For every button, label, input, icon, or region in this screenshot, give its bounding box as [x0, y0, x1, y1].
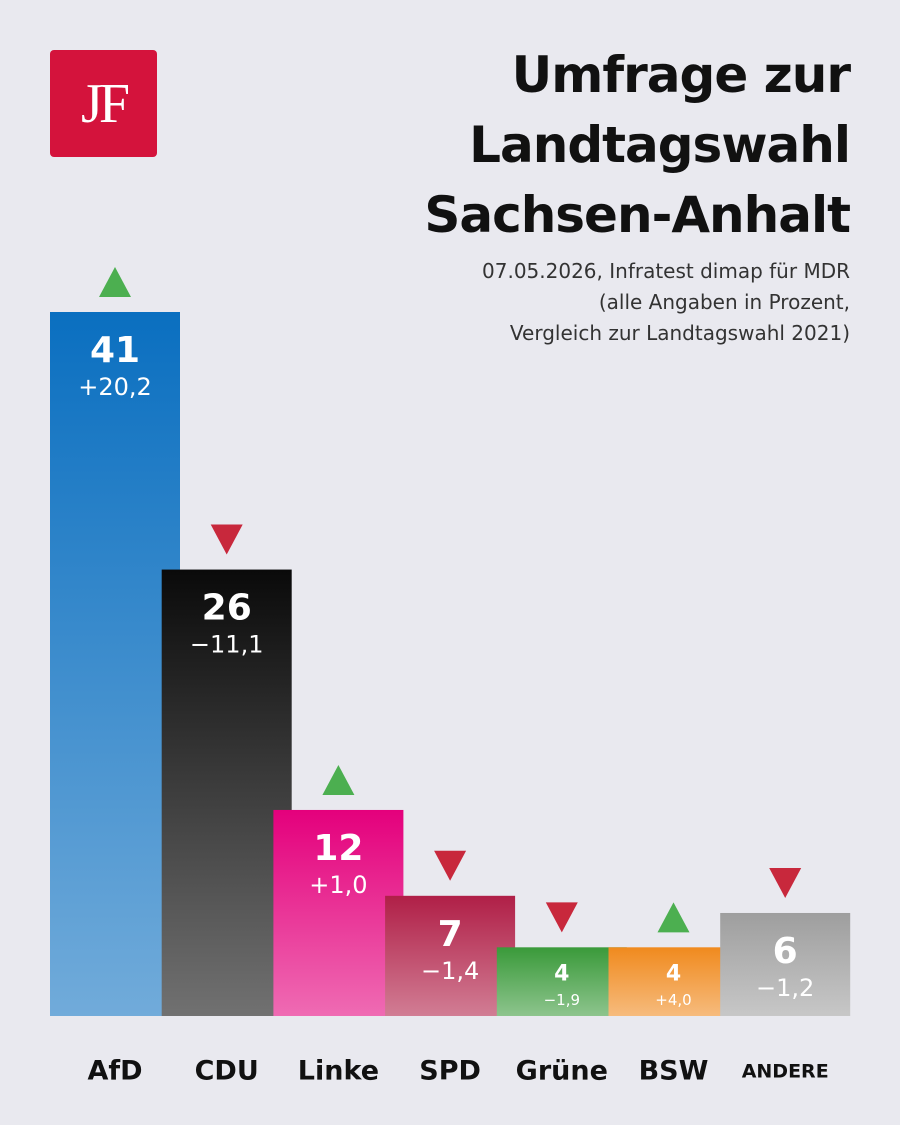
chart-title: Umfrage zur Landtagswahl Sachsen-Anhalt: [424, 46, 851, 244]
change-label: −11,1: [190, 631, 264, 659]
x-tick-label: CDU: [195, 1056, 259, 1087]
arrow-up: [322, 764, 355, 795]
bar: [50, 312, 180, 1016]
value-label: 7: [438, 914, 463, 955]
value-label: 4: [666, 961, 681, 986]
arrow-down: [210, 524, 243, 555]
bar: [161, 569, 292, 1016]
bar: [273, 809, 404, 1016]
value-label: 41: [90, 330, 140, 371]
x-tick-label: BSW: [639, 1056, 709, 1087]
arrow-up: [657, 902, 690, 933]
value-label: 4: [554, 961, 569, 986]
bar: [496, 947, 627, 1016]
arrow-down: [769, 867, 802, 898]
value-label: 12: [313, 828, 363, 869]
change-label: −1,9: [544, 991, 580, 1009]
arrow-down: [434, 850, 467, 881]
x-tick-label: ANDERE: [742, 1061, 829, 1083]
change-label: −1,2: [756, 974, 814, 1002]
chart-subtitle: 07.05.2026, Infratest dimap für MDR (all…: [482, 259, 850, 345]
bar: [720, 912, 851, 1016]
x-tick-label: AfD: [87, 1056, 142, 1087]
arrow-down: [545, 902, 578, 933]
x-tick-label: Linke: [298, 1056, 379, 1087]
bar: [385, 895, 516, 1016]
x-tick-label: Grüne: [516, 1056, 608, 1087]
change-label: +20,2: [78, 373, 152, 401]
x-tick-label: SPD: [419, 1056, 481, 1087]
change-label: +1,0: [309, 871, 367, 899]
value-label: 26: [202, 588, 252, 629]
change-label: −1,4: [421, 957, 479, 985]
value-label: 6: [773, 931, 798, 972]
bar: [608, 947, 739, 1016]
change-label: +4,0: [655, 991, 691, 1009]
arrow-up: [99, 267, 131, 297]
logo: JF: [50, 50, 157, 157]
